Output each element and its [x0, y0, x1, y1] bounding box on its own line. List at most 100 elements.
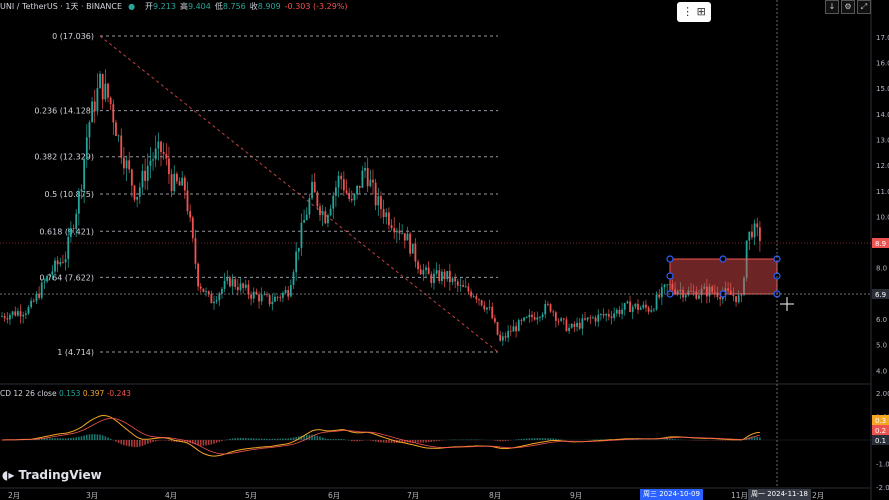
macd-histogram-bar: [324, 438, 327, 440]
macd-histogram-bar: [78, 436, 80, 440]
macd-histogram-bar: [101, 435, 104, 440]
candle-body: [244, 284, 247, 288]
macd-legend[interactable]: CD 12 26 close 0.153 0.397 -0.243: [0, 389, 131, 398]
candle-body: [88, 122, 91, 138]
macd-histogram-bar: [433, 440, 435, 442]
symbol-title[interactable]: UNI / TetherUS · 1天 · BINANCE: [0, 2, 123, 11]
candle-body: [552, 311, 555, 313]
macd-histogram-bar: [427, 440, 430, 443]
price-axis-label: 4.0: [876, 367, 887, 375]
candle-body: [390, 225, 393, 229]
macd-histogram-bar: [51, 438, 54, 440]
settings-button[interactable]: ⚙: [841, 0, 855, 14]
candle-body: [600, 314, 602, 315]
candle-body: [562, 318, 565, 320]
candle-body: [144, 170, 146, 181]
change-value: -0.303 (-3.29%): [284, 2, 348, 11]
candle-body: [456, 281, 459, 286]
macd-histogram-bar: [358, 440, 361, 442]
macd-histogram-bar: [62, 438, 64, 440]
layout-grid-button[interactable]: ⋮ ⊞: [677, 2, 711, 22]
fullscreen-button[interactable]: ⤢: [857, 0, 871, 14]
fibonacci-retracement[interactable]: 0 (17.036) 0.236 (14.128) 0.382 (12.329) 0.…: [34, 32, 499, 357]
candle-body: [242, 283, 245, 288]
candle-body: [72, 228, 75, 229]
macd-histogram-bar: [356, 440, 358, 442]
macd-histogram-bar: [226, 439, 229, 440]
rectangle-drawing[interactable]: [666, 255, 781, 298]
candle-body: [138, 187, 141, 197]
macd-histogram-bar: [213, 440, 215, 444]
candle-body: [441, 271, 443, 281]
macd-histogram-bar: [75, 437, 77, 440]
candle-body: [133, 185, 136, 200]
macd-histogram-bar: [43, 438, 46, 440]
fib-trend-line[interactable]: [99, 35, 499, 353]
open-value: 9.213: [153, 2, 176, 11]
macd-histogram-bar: [528, 438, 531, 440]
macd-histogram-bar: [303, 435, 305, 440]
candle-body: [639, 307, 642, 310]
macd-histogram-bar: [555, 438, 557, 440]
macd-histogram-bar: [531, 438, 533, 440]
macd-histogram-bar: [282, 438, 284, 440]
macd-histogram-bar: [255, 438, 258, 440]
candle-body: [411, 243, 414, 254]
price-axis-label: 12.0: [876, 162, 889, 170]
macd-histogram-bar: [117, 440, 120, 443]
candle-body: [719, 297, 722, 300]
candle-body: [64, 258, 67, 263]
macd-histogram-bar: [260, 438, 263, 440]
cursor-date-badge: 周一 2024-11-18: [748, 489, 811, 500]
candle-body: [48, 274, 51, 277]
candle-body: [544, 303, 547, 315]
candle-body: [350, 198, 353, 201]
candle-body: [443, 271, 446, 280]
macd-histogram-bar: [125, 440, 128, 446]
macd-axis-label: -2.00: [876, 484, 889, 492]
time-axis-label: 5月: [245, 491, 257, 500]
candle-body: [263, 294, 266, 296]
candle-body: [703, 286, 706, 289]
macd-histogram-bar: [287, 438, 289, 440]
candle-body: [539, 317, 541, 318]
price-axis-label: 15.0: [876, 85, 889, 93]
candle-body: [690, 290, 692, 292]
candle-body: [308, 198, 311, 215]
candle-body: [202, 288, 205, 293]
macd-histogram-bar: [504, 440, 507, 441]
candle-body: [345, 190, 348, 193]
macd-histogram-bar: [629, 439, 631, 440]
candle-body: [594, 317, 597, 322]
macd-histogram-bar: [91, 434, 93, 440]
candle-body: [340, 175, 343, 180]
macd-histogram-bar: [343, 439, 345, 440]
rectangle-handle[interactable]: [666, 255, 674, 263]
candle-body: [621, 309, 623, 315]
candle-body: [117, 135, 120, 137]
candle-body: [226, 277, 229, 281]
macd-histogram-bar: [239, 437, 242, 440]
rectangle-handle[interactable]: [666, 272, 674, 280]
candle-body: [99, 73, 101, 89]
candle-body: [149, 160, 152, 166]
selection-rectangle[interactable]: [669, 258, 778, 295]
macd-histogram-bar: [441, 440, 443, 441]
rectangle-handle[interactable]: [719, 255, 727, 263]
download-button[interactable]: ↓: [825, 0, 839, 14]
candle-body: [414, 243, 417, 262]
candle-body: [464, 286, 467, 288]
macd-histogram-bar: [422, 440, 425, 443]
candle-body: [713, 291, 716, 293]
candle-body: [123, 157, 125, 169]
macd-title: CD 12 26 close: [0, 389, 57, 398]
candle-body: [459, 285, 462, 286]
candle-body: [692, 291, 695, 293]
macd-histogram-bar: [390, 440, 393, 444]
macd-histogram-bar: [425, 440, 427, 443]
candle-body: [284, 290, 287, 293]
candle-body: [528, 314, 531, 318]
macd-axis-label: 2.00: [876, 390, 889, 398]
candle-body: [409, 233, 411, 254]
